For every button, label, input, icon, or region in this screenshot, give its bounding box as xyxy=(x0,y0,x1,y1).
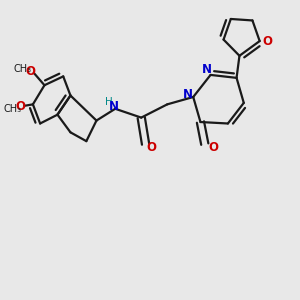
Text: N: N xyxy=(202,63,212,76)
Text: O: O xyxy=(208,141,218,154)
Text: O: O xyxy=(262,34,272,48)
Text: O: O xyxy=(16,100,26,113)
Text: N: N xyxy=(182,88,193,100)
Text: O: O xyxy=(146,141,156,154)
Text: N: N xyxy=(109,100,119,113)
Text: CH₃: CH₃ xyxy=(4,104,22,114)
Text: O: O xyxy=(25,65,35,78)
Text: H: H xyxy=(105,97,113,107)
Text: CH₃: CH₃ xyxy=(13,64,31,74)
